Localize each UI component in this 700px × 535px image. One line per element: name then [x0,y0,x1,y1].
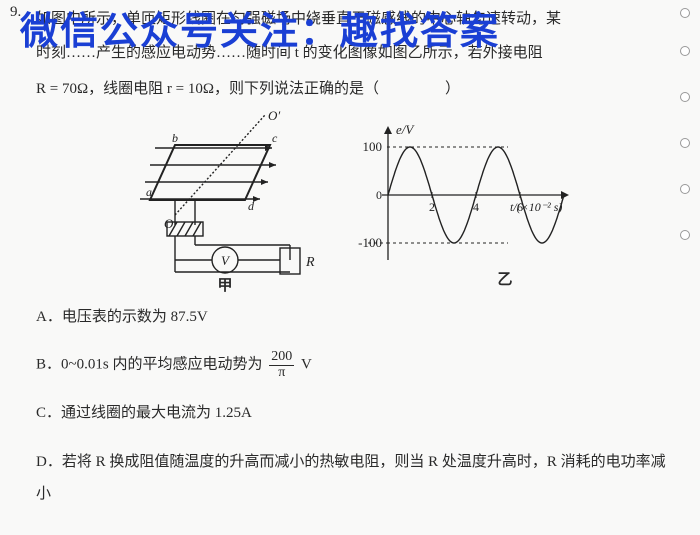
choice-C-text: 通过线圈的最大电流为 1.25A [61,405,252,421]
a-label: a [146,185,152,199]
choice-B-fraction: 200 π [269,350,294,380]
question-number: 9. [10,4,21,21]
stem-line-3a: R = 70Ω，线圈电阻 r = 10Ω，则下列说法正确的是 [36,81,364,97]
d-label: d [248,199,255,213]
stem-line-2: 时刻……产生的感应电动势……随时间 t 的变化图像如图乙所示，若外接电阻 [36,40,666,66]
emf-chart: 100-1000246e/Vt/(×10⁻² s) 乙 [350,120,580,290]
b-label: b [172,131,178,145]
svg-text:100: 100 [363,139,383,154]
circuit-svg: V R O′ O a b c d [120,110,330,290]
figure-row: V R O′ O a b c d 甲 100-1000246e/Vt/(×10⁻… [120,110,580,290]
resistor-label: R [305,255,315,270]
emf-chart-caption: 乙 [390,268,620,289]
svg-text:0: 0 [376,188,382,202]
frac-den: π [269,366,294,381]
svg-text:t/(×10⁻² s): t/(×10⁻² s) [510,200,562,214]
svg-text:e/V: e/V [396,122,415,137]
choice-A: A．电压表的示数为 87.5V [36,306,676,328]
emf-chart-svg: 100-1000246e/Vt/(×10⁻² s) [350,120,580,270]
choice-A-text: 电压表的示数为 87.5V [62,309,208,325]
frac-num: 200 [269,350,294,366]
choice-C: C．通过线圈的最大电流为 1.25A [36,402,676,424]
choice-D: D．若将 R 换成阻值随温度的升高而减小的热敏电阻，则当 R 处温度升高时，R … [36,446,676,510]
voltmeter-label: V [221,253,231,268]
choice-B-post: V [297,357,312,373]
O-label: O [164,216,174,231]
c-label: c [272,131,278,145]
choice-B-pre: 0~0.01s 内的平均感应电动势为 [61,357,262,373]
page: 微信公众号关注：趣找答案 9. 如图中所示，单匝矩形线圈在匀强磁场中绕垂直于磁感… [0,0,700,535]
choice-D-text: 若将 R 换成阻值随温度的升高而减小的热敏电阻，则当 R 处温度升高时，R 消耗… [36,454,666,502]
circuit-diagram: V R O′ O a b c d 甲 [120,110,330,290]
choice-list: A．电压表的示数为 87.5V B．0~0.01s 内的平均感应电动势为 200… [36,306,676,532]
svg-text:-100: -100 [358,235,382,250]
answer-blank: （ ） [364,81,472,97]
O-prime-label: O′ [268,110,280,123]
margin-dots [680,0,694,535]
stem-line-1: 如图中所示，单匝矩形线圈在匀强磁场中绕垂直于磁感线的中心轴匀速转动，某 [36,6,666,32]
choice-B: B．0~0.01s 内的平均感应电动势为 200 π V [36,350,676,380]
circuit-caption: 甲 [120,274,330,295]
stem-line-3: R = 70Ω，线圈电阻 r = 10Ω，则下列说法正确的是（ ） [36,76,676,102]
